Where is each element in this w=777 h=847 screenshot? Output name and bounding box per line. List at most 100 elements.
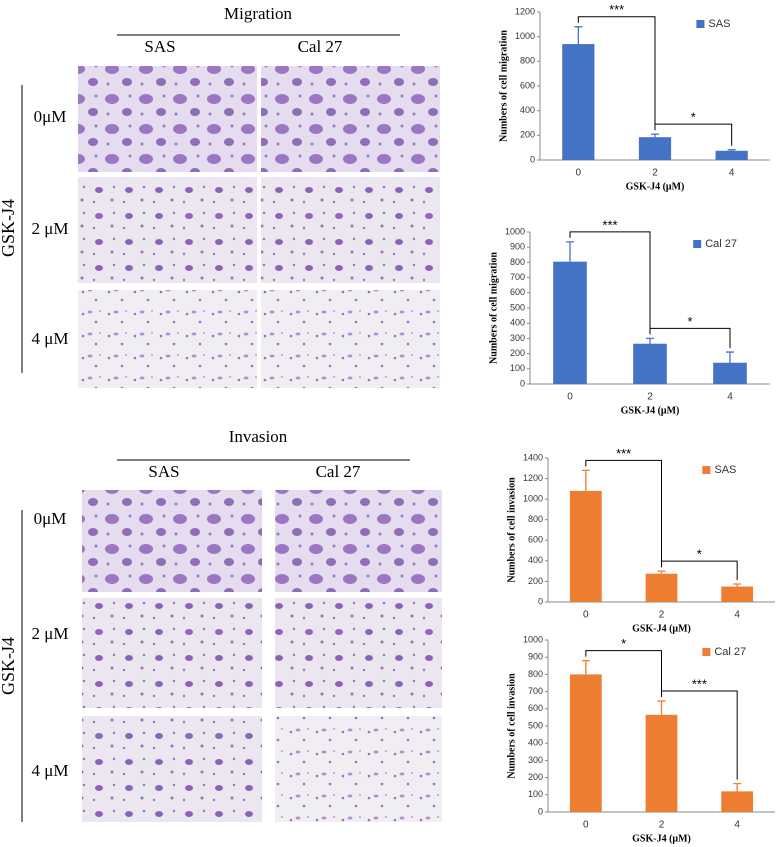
x-axis-label: GSK-J4 (μM) [621, 405, 680, 416]
row-label: 4 μM [32, 761, 69, 780]
y-tick-label: 0 [520, 378, 525, 388]
y-tick-label: 700 [528, 686, 543, 696]
row-label: 2 μM [32, 219, 69, 238]
panel-title: Invasion [229, 427, 288, 446]
x-axis-label: GSK-J4 (μM) [626, 181, 685, 192]
y-axis-label: Numbers of cell invasion [506, 673, 517, 779]
x-tick-label: 2 [659, 820, 665, 831]
y-tick-label: 100 [528, 789, 543, 799]
y-tick-label: 600 [520, 80, 535, 90]
y-tick-label: 1200 [515, 6, 535, 16]
micrograph [275, 490, 442, 592]
micrograph [78, 290, 257, 388]
row-label: 0μM [34, 509, 67, 528]
x-tick-label: 0 [583, 610, 589, 621]
significance-bracket [569, 231, 651, 335]
error-bar [651, 133, 659, 138]
bar [645, 714, 678, 812]
y-axis-label: Numbers of cell invasion [506, 477, 517, 583]
error-bar [726, 351, 734, 363]
error-bar [727, 149, 736, 151]
micrograph [82, 490, 262, 592]
legend-swatch [702, 648, 711, 656]
y-tick-label: 300 [510, 333, 525, 343]
y-tick-label: 400 [510, 318, 525, 328]
y-tick-label: 600 [510, 287, 525, 297]
column-label: SAS [144, 37, 175, 56]
micrograph [261, 290, 440, 388]
legend-swatch [693, 240, 702, 248]
significance-bracket [661, 690, 738, 780]
y-tick-label: 600 [528, 703, 543, 713]
legend-swatch [696, 20, 705, 28]
group-label: GSK-J4 [0, 637, 18, 695]
row-label: 2 μM [32, 624, 69, 643]
micrograph [82, 716, 262, 822]
y-tick-label: 800 [510, 257, 525, 267]
micrograph [78, 177, 257, 283]
x-tick-label: 4 [727, 392, 733, 403]
bar [569, 674, 602, 812]
error-bar [646, 337, 654, 344]
bar [713, 362, 747, 384]
y-tick-label: 400 [520, 105, 535, 115]
y-tick-label: 600 [528, 535, 543, 545]
bar [715, 150, 748, 160]
x-tick-label: 4 [734, 820, 740, 831]
y-tick-label: 1400 [523, 452, 543, 462]
micrograph [275, 598, 442, 708]
y-tick-label: 400 [528, 555, 543, 565]
significance-bracket [585, 459, 662, 568]
bar [569, 490, 602, 602]
x-tick-label: 2 [659, 610, 665, 621]
x-tick-label: 0 [567, 392, 573, 403]
micrograph [275, 716, 442, 822]
legend-swatch [702, 466, 711, 474]
row-label: 0μM [34, 107, 67, 126]
x-axis-label: GSK-J4 (μM) [632, 833, 691, 844]
significance-label: *** [616, 446, 631, 461]
y-tick-label: 1200 [523, 473, 543, 483]
bar [721, 586, 754, 602]
y-tick-label: 200 [528, 576, 543, 586]
x-tick-label: 2 [647, 392, 653, 403]
significance-label: *** [602, 217, 617, 232]
y-tick-label: 200 [510, 348, 525, 358]
x-tick-label: 0 [583, 820, 589, 831]
y-tick-label: 1000 [515, 31, 535, 41]
significance-bracket [585, 650, 662, 698]
y-tick-label: 200 [520, 130, 535, 140]
bar [721, 791, 754, 812]
micrograph [261, 66, 440, 172]
y-tick-label: 0 [538, 806, 543, 816]
error-bar [581, 469, 590, 491]
significance-bracket [577, 16, 656, 131]
x-tick-label: 4 [734, 610, 740, 621]
error-bar [581, 659, 590, 675]
y-axis-label: Numbers of cell migration [498, 30, 509, 142]
bar [638, 137, 672, 160]
y-tick-label: 100 [510, 363, 525, 373]
y-axis-label: Numbers of cell migration [488, 252, 499, 364]
error-bar [733, 583, 742, 587]
significance-label: * [687, 314, 692, 329]
y-tick-label: 1000 [523, 634, 543, 644]
micrograph [78, 66, 257, 172]
bar [645, 573, 678, 602]
micrograph [261, 177, 440, 283]
legend-label: SAS [708, 18, 730, 30]
x-tick-label: 0 [576, 168, 582, 179]
panel-title: Migration [224, 4, 292, 23]
y-tick-label: 700 [510, 272, 525, 282]
y-tick-label: 0 [530, 154, 535, 164]
micrograph [82, 598, 262, 708]
error-bar [657, 700, 666, 715]
significance-bracket [661, 560, 738, 580]
error-bar [733, 782, 742, 792]
column-label: SAS [148, 462, 179, 481]
y-tick-label: 300 [528, 755, 543, 765]
error-bar [574, 26, 583, 45]
y-tick-label: 200 [528, 772, 543, 782]
y-tick-label: 500 [510, 302, 525, 312]
